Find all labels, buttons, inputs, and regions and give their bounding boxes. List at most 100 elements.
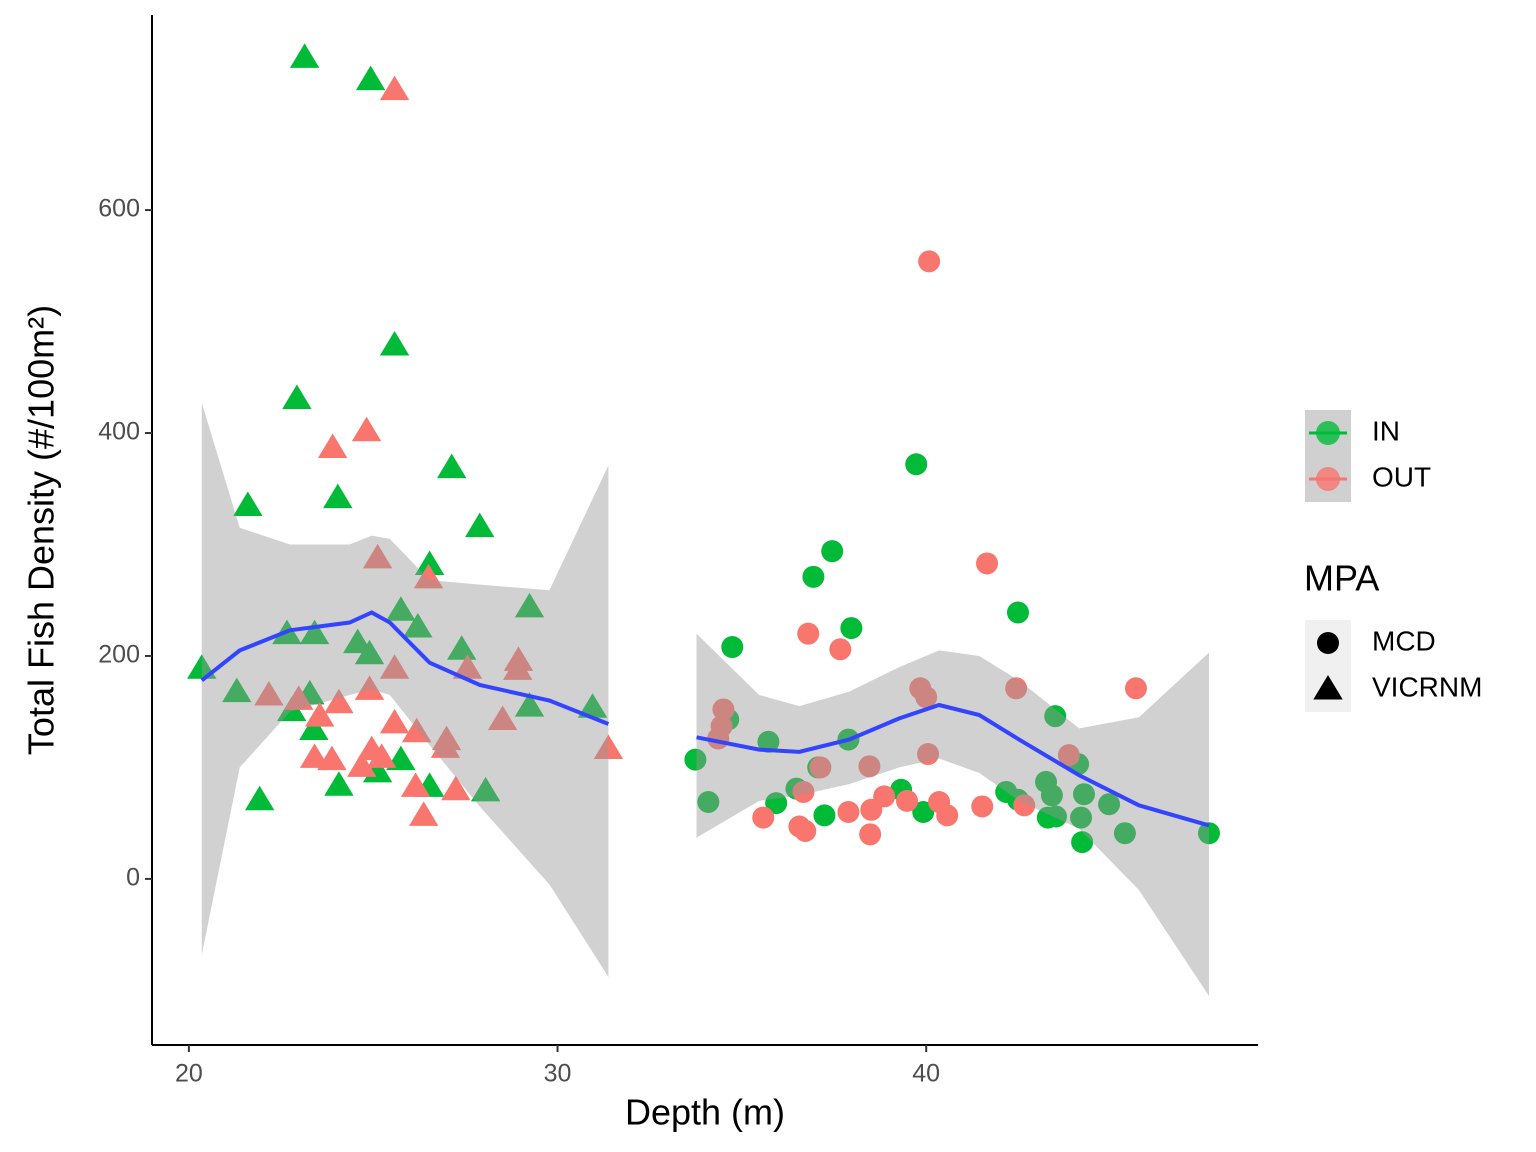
smooth-line [200,610,610,726]
legend-label: VICRNM [1372,671,1482,702]
y-axis-title: Total Fish Density (#/100m²) [21,305,62,755]
point [797,622,820,645]
legend-label: MCD [1372,625,1436,656]
point [254,680,284,706]
point [487,705,518,731]
point [593,734,624,759]
legend-key [1317,632,1339,654]
x-tick-label: 40 [912,1060,940,1088]
point [413,563,444,589]
point [233,491,263,516]
point [299,715,329,741]
point [802,565,825,588]
point [289,43,320,68]
point [577,693,608,718]
point [840,617,863,640]
point [379,708,410,734]
point [403,612,433,638]
point [354,675,385,700]
point [1006,601,1029,624]
point [430,733,461,758]
point [503,655,533,680]
point [317,745,347,771]
point [976,552,999,575]
point [351,416,382,442]
point [362,543,393,569]
point [222,677,252,703]
point [829,638,852,661]
point [1124,677,1147,700]
point [1044,805,1067,828]
point [379,75,410,101]
y-tick-label: 400 [98,418,140,446]
point [354,639,385,665]
point [1044,705,1067,728]
point [813,804,836,827]
legend-key [1316,421,1340,445]
point [905,453,928,476]
point [1070,806,1093,829]
point [324,688,354,714]
point [366,743,397,768]
point [514,692,545,717]
point [860,798,883,821]
legend-key [1313,675,1343,700]
point [244,785,275,811]
point [437,453,467,479]
point [465,512,495,538]
x-axis-title: Depth (m) [625,1092,785,1133]
point [794,819,817,842]
point [305,702,335,727]
point [721,636,744,659]
x-tick-label: 30 [544,1060,572,1088]
point [971,795,994,818]
point [446,635,477,660]
point [765,792,788,815]
point [323,483,353,509]
legend-key [1316,467,1340,491]
legend-label: OUT [1372,461,1431,492]
point [514,592,545,618]
point [441,775,471,801]
y-tick-label: 200 [98,641,140,669]
point [343,628,373,654]
legend-label: IN [1372,415,1400,446]
point [1072,783,1095,806]
point [452,654,483,679]
point [757,730,780,753]
smooth-line [696,702,1210,828]
point [712,698,735,721]
point [1013,794,1036,817]
point [414,550,445,576]
point [809,756,832,779]
point [936,804,959,827]
point [379,330,410,356]
point [386,596,416,621]
point [697,790,720,813]
confidence-band [201,402,609,978]
point [409,801,439,826]
point [379,654,410,679]
confidence-band [696,633,1209,996]
point [1040,784,1063,807]
point [915,686,938,709]
point [821,540,844,563]
point [859,823,882,846]
point [284,685,314,710]
point [1057,744,1080,767]
y-tick-label: 600 [98,195,140,223]
point [470,776,501,802]
legend-title: MPA [1304,558,1379,599]
point [917,743,940,766]
point [282,384,312,409]
point [837,801,860,824]
x-tick-label: 20 [175,1060,203,1088]
point [912,801,935,824]
point [402,717,432,743]
point [299,619,330,645]
point [347,752,377,777]
point [792,780,815,803]
point [1005,677,1028,700]
point [752,806,775,829]
